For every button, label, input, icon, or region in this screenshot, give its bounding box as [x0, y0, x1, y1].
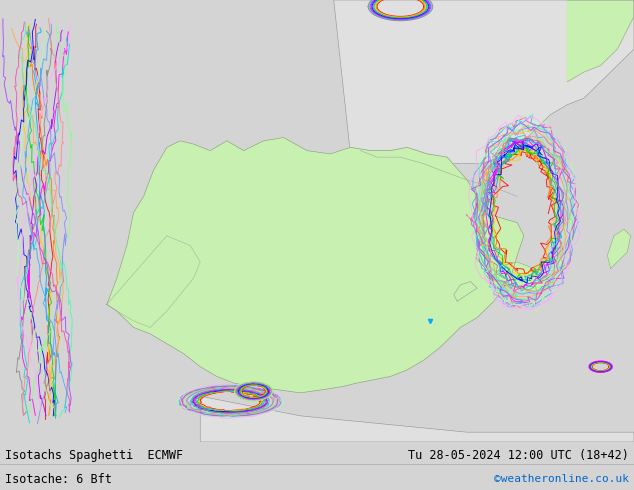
- Polygon shape: [491, 262, 550, 292]
- Polygon shape: [607, 229, 631, 269]
- Polygon shape: [454, 282, 477, 301]
- Polygon shape: [107, 138, 524, 393]
- Text: Isotachs Spaghetti  ECMWF: Isotachs Spaghetti ECMWF: [5, 449, 183, 462]
- Text: Tu 28-05-2024 12:00 UTC (18+42): Tu 28-05-2024 12:00 UTC (18+42): [408, 449, 629, 462]
- Polygon shape: [333, 0, 634, 164]
- Polygon shape: [567, 0, 634, 82]
- Text: Isotache: 6 Bft: Isotache: 6 Bft: [5, 473, 112, 486]
- Polygon shape: [547, 259, 564, 265]
- Polygon shape: [200, 396, 634, 442]
- Text: ©weatheronline.co.uk: ©weatheronline.co.uk: [494, 474, 629, 485]
